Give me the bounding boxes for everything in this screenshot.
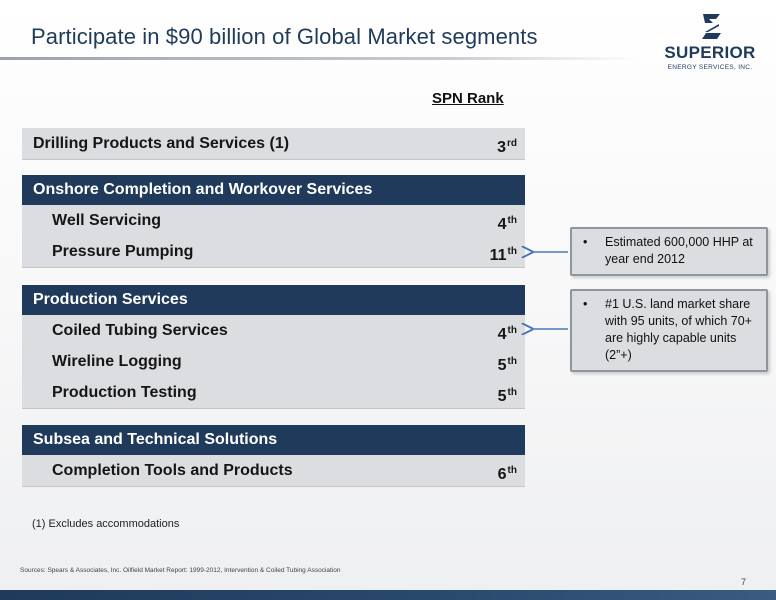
segment-rank: 4th <box>497 215 517 233</box>
table-row: Well Servicing 4th <box>22 205 525 236</box>
callout-text: #1 U.S. land market share with 95 units,… <box>605 297 752 362</box>
bullet-marker: • <box>583 297 588 311</box>
page-number: 7 <box>741 577 747 587</box>
title-divider <box>0 57 640 60</box>
onshore-panel: Onshore Completion and Workover Services… <box>22 175 525 268</box>
segment-label: Wireline Logging <box>52 353 182 370</box>
segment-label: Production Testing <box>52 384 197 401</box>
section-header-onshore: Onshore Completion and Workover Services <box>22 175 525 205</box>
superior-logo-icon <box>702 14 721 39</box>
segment-label: Coiled Tubing Services <box>52 322 228 339</box>
slide-title: Participate in $90 billion of Global Mar… <box>31 24 538 49</box>
sources-note: Sources: Spears & Associates, Inc. Oilfi… <box>20 567 341 574</box>
segment-rank: 6th <box>497 465 517 483</box>
segment-label: Completion Tools and Products <box>52 462 293 479</box>
callout-pressure-pumping: • Estimated 600,000 HHP at year end 2012 <box>570 227 768 276</box>
logo-subtitle: ENERGY SERVICES, INC. <box>667 64 753 71</box>
footer-bar <box>0 590 776 600</box>
subsea-panel: Subsea and Technical Solutions Completio… <box>22 425 525 487</box>
rank-column-header: SPN Rank <box>432 90 504 107</box>
segment-rank: 5th <box>497 356 517 374</box>
table-row: Completion Tools and Products 6th <box>22 455 525 486</box>
table-row: Coiled Tubing Services 4th <box>22 315 525 346</box>
table-row: Wireline Logging 5th <box>22 346 525 377</box>
table-row: Drilling Products and Services (1) 3rd <box>22 128 525 159</box>
logo-wordmark: SUPERIOR <box>664 43 756 62</box>
segment-rank: 5th <box>497 387 517 405</box>
company-logo: SUPERIOR ENERGY SERVICES, INC. <box>660 12 760 80</box>
bullet-marker: • <box>583 235 588 249</box>
callout-coiled-tubing: • #1 U.S. land market share with 95 unit… <box>570 289 768 372</box>
segment-label: Pressure Pumping <box>52 243 194 260</box>
drilling-panel: Drilling Products and Services (1) 3rd <box>22 128 525 160</box>
segment-rank: 3rd <box>497 138 517 156</box>
segment-label: Drilling Products and Services (1) <box>33 135 290 152</box>
footnote: (1) Excludes accommodations <box>32 518 180 530</box>
segment-label: Well Servicing <box>52 212 162 229</box>
section-header-production: Production Services <box>22 285 525 315</box>
production-panel: Production Services Coiled Tubing Servic… <box>22 285 525 409</box>
table-row: Pressure Pumping 11th <box>22 236 525 267</box>
segment-rank: 4th <box>497 325 517 343</box>
table-row: Production Testing 5th <box>22 377 525 408</box>
section-header-subsea: Subsea and Technical Solutions <box>22 425 525 455</box>
callout-text: Estimated 600,000 HHP at year end 2012 <box>605 235 753 266</box>
segment-rank: 11th <box>489 246 517 264</box>
